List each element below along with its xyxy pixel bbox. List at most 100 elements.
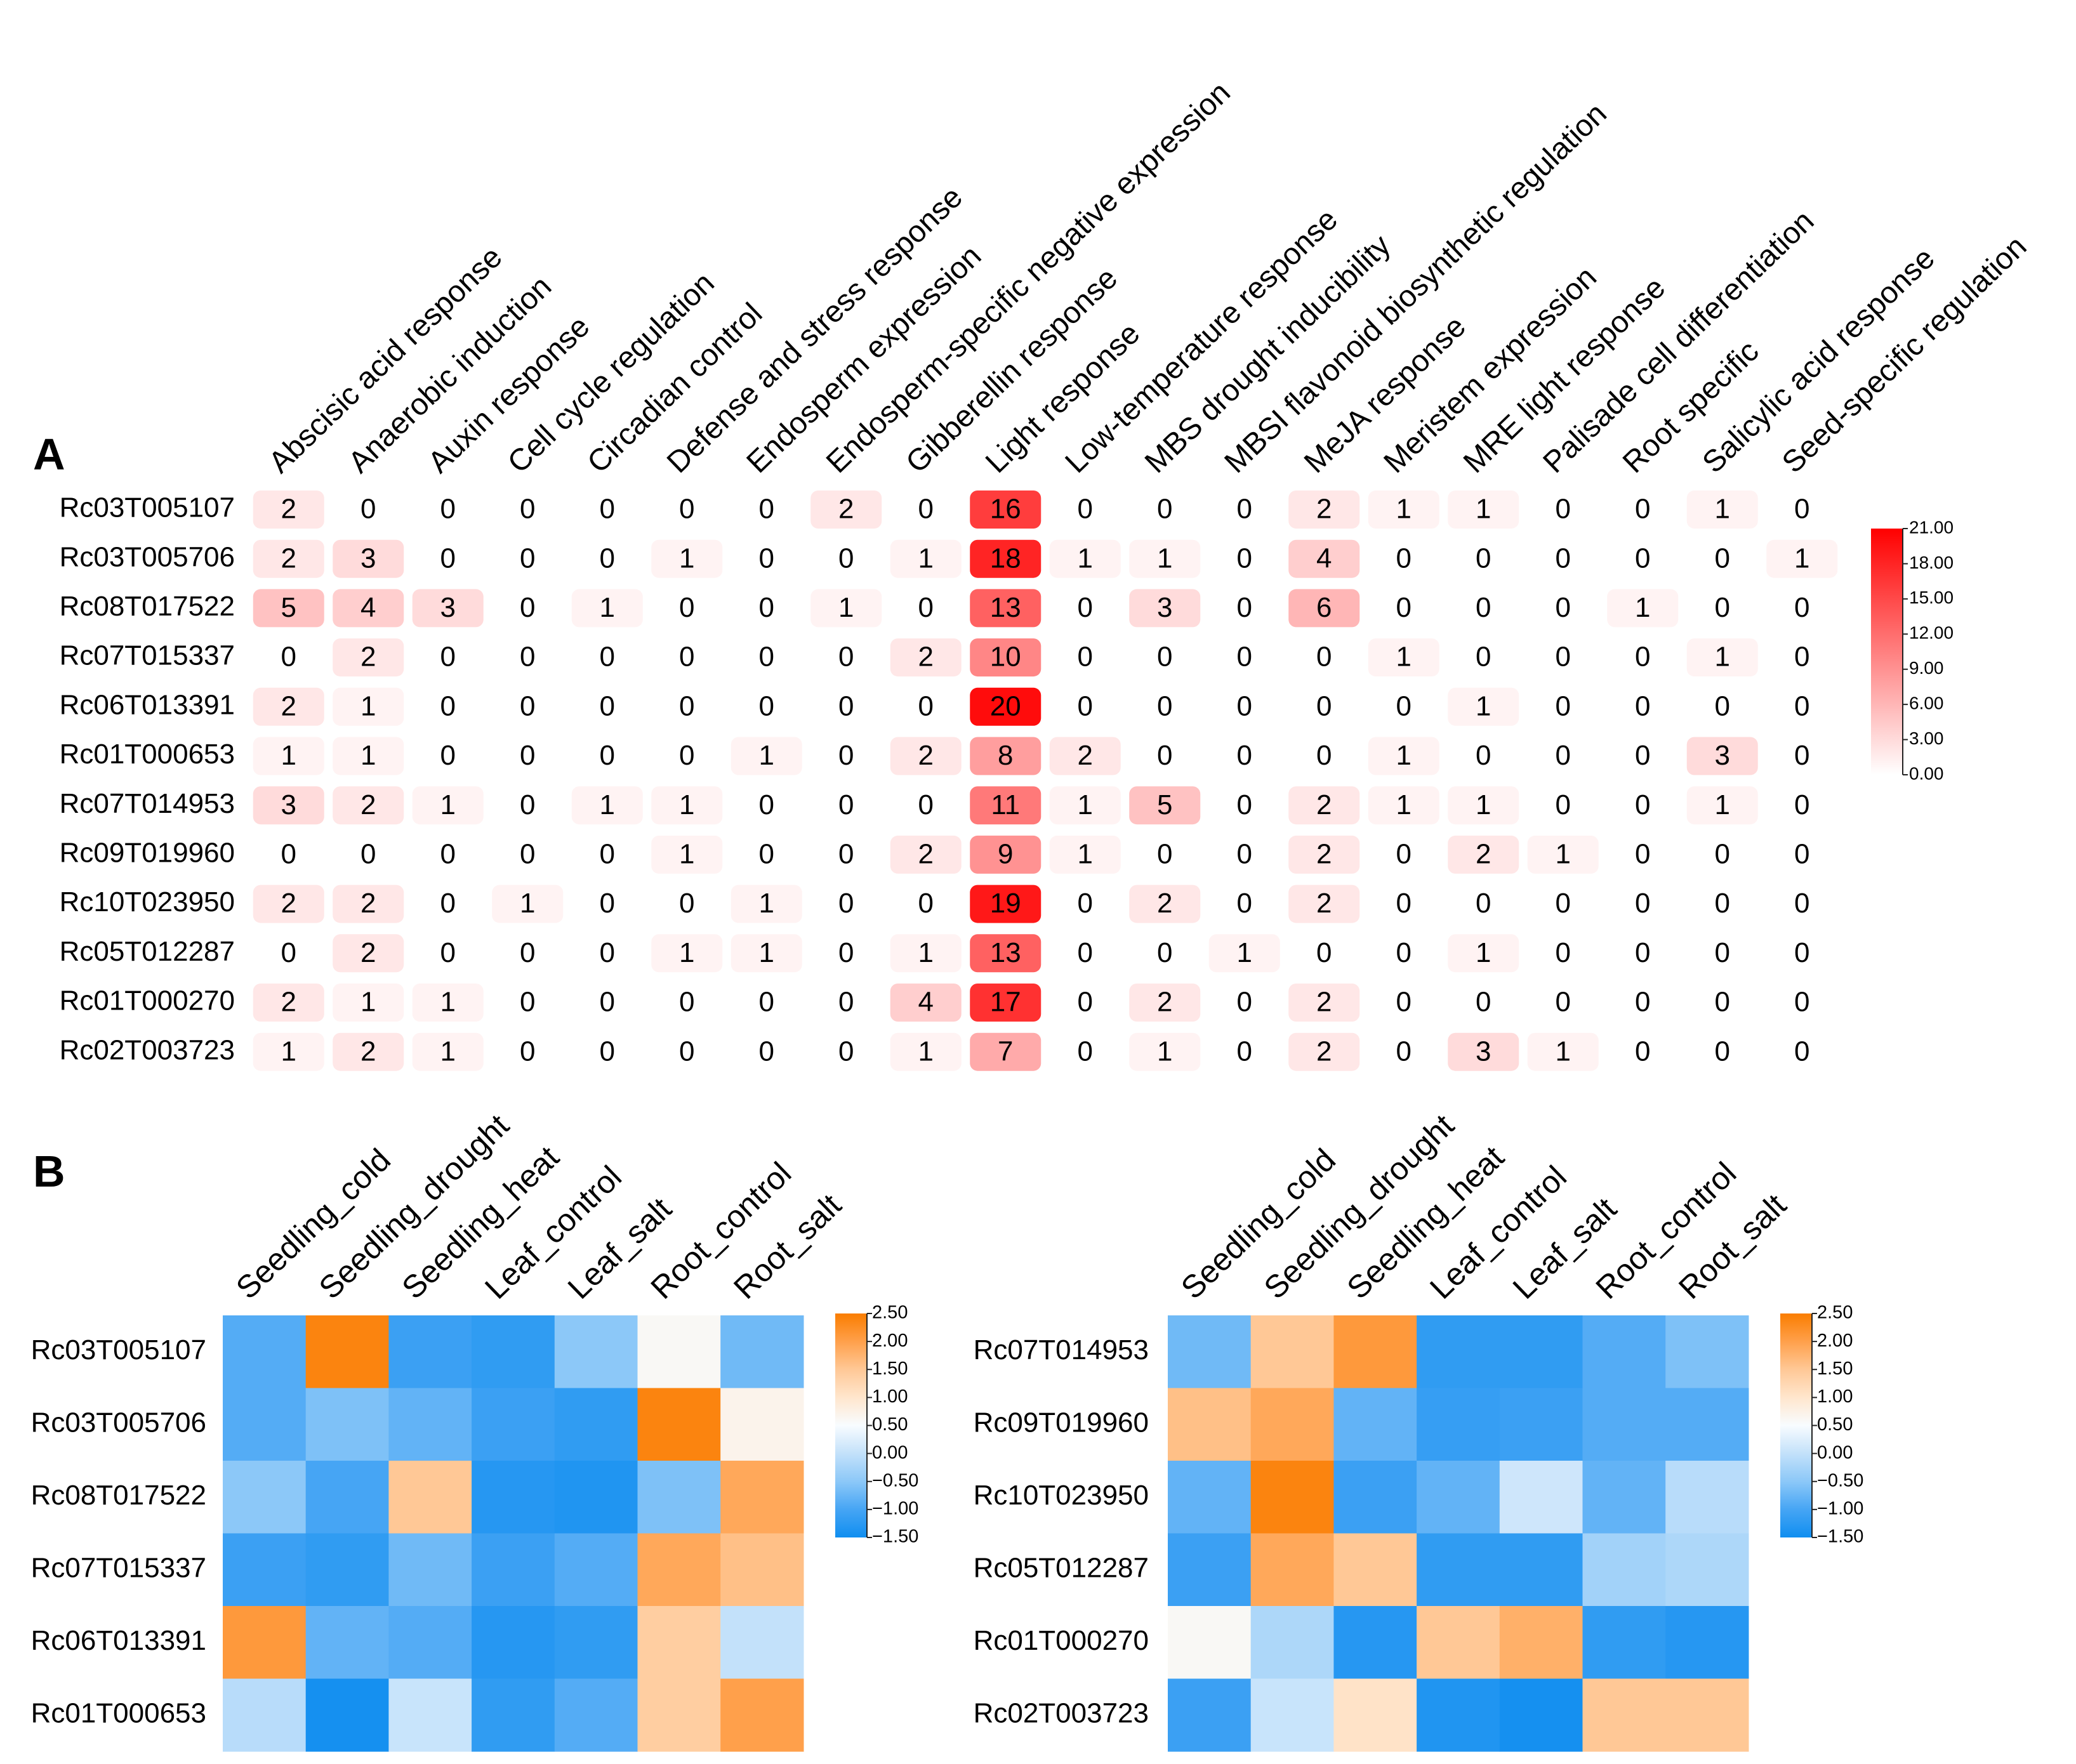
cell-value: 0 xyxy=(600,543,615,574)
cell-value: 0 xyxy=(1635,690,1650,721)
cell-value: 0 xyxy=(1157,839,1172,870)
heatmap-cell xyxy=(720,1606,804,1680)
colorbar-tick-label: 0.00 xyxy=(1817,1442,1853,1463)
cell-value: 0 xyxy=(1476,740,1491,771)
heatmap-cell xyxy=(1665,1678,1749,1752)
row-label: Rc02T003723 xyxy=(60,1034,235,1065)
row-label: Rc07T014953 xyxy=(60,788,235,819)
cell-value: 17 xyxy=(990,987,1021,1018)
cell-value: 0 xyxy=(759,494,774,525)
cell-value: 2 xyxy=(918,740,934,771)
heatmap-cell xyxy=(1417,1533,1500,1607)
cell-value: 1 xyxy=(360,987,376,1018)
heatmap-cell xyxy=(472,1461,555,1534)
heatmap-cell xyxy=(1582,1461,1666,1534)
cell-value: 0 xyxy=(1157,937,1172,968)
heatmap-cell xyxy=(1582,1315,1666,1389)
heatmap-cell xyxy=(472,1315,555,1389)
colorbar-tick-label: 1.50 xyxy=(872,1359,908,1379)
cell-value: 0 xyxy=(1715,937,1730,968)
cell-value: 0 xyxy=(520,839,535,870)
heatmap-cell xyxy=(1499,1315,1583,1389)
heatmap-cell xyxy=(1250,1606,1334,1680)
cell-value: 0 xyxy=(600,937,615,968)
heatmap-cell xyxy=(970,539,1041,578)
cell-value: 0 xyxy=(1556,543,1571,574)
heatmap-cell xyxy=(720,1388,804,1461)
heatmap-cell xyxy=(333,737,404,775)
cell-value: 0 xyxy=(759,789,774,820)
cell-value: 0 xyxy=(1237,789,1252,820)
cell-value: 2 xyxy=(360,1036,376,1067)
cell-value: 0 xyxy=(838,1036,854,1067)
heatmap-cell xyxy=(305,1388,389,1461)
row-label: Rc03T005107 xyxy=(31,1334,206,1366)
heatmap-cell xyxy=(1448,490,1519,529)
cell-value: 2 xyxy=(360,789,376,820)
row-label: Rc10T023950 xyxy=(974,1480,1149,1511)
cell-value: 1 xyxy=(1078,839,1093,870)
colorbar-tick-label: 3.00 xyxy=(1909,728,1944,748)
cell-value: 1 xyxy=(838,592,854,623)
cell-value: 0 xyxy=(1635,543,1650,574)
cell-value: 0 xyxy=(1237,888,1252,919)
heatmap-cell xyxy=(1582,1533,1666,1607)
heatmap-cell xyxy=(1049,539,1121,578)
cell-value: 0 xyxy=(1237,690,1252,721)
heatmap-cell xyxy=(720,1533,804,1607)
colorbar-tick-label: 1.00 xyxy=(872,1386,908,1407)
cell-value: 0 xyxy=(1794,789,1809,820)
cell-value: 0 xyxy=(1078,690,1093,721)
cell-value: 0 xyxy=(360,494,376,525)
cell-value: 0 xyxy=(1237,592,1252,623)
cell-value: 2 xyxy=(1316,987,1332,1018)
cell-value: 11 xyxy=(991,789,1020,820)
cell-value: 1 xyxy=(1635,592,1650,623)
cell-value: 0 xyxy=(1635,1036,1650,1067)
heatmap-cell xyxy=(554,1678,638,1752)
cell-value: 0 xyxy=(1157,690,1172,721)
heatmap-cell xyxy=(388,1678,472,1752)
cell-value: 1 xyxy=(759,888,774,919)
cell-value: 20 xyxy=(990,690,1021,721)
row-label: Rc07T015337 xyxy=(31,1552,206,1583)
colorbar-tick-label: 0.00 xyxy=(872,1442,908,1463)
cell-value: 0 xyxy=(1078,987,1093,1018)
heatmap-cell xyxy=(223,1315,307,1389)
colorbar-tick-label: 12.00 xyxy=(1909,623,1954,643)
cell-value: 0 xyxy=(360,839,376,870)
colorbar-tick-label: −0.50 xyxy=(1817,1470,1863,1491)
heatmap-cell xyxy=(1288,885,1360,923)
cell-value: 1 xyxy=(1078,789,1093,820)
cell-value: 16 xyxy=(990,494,1021,525)
cell-value: 0 xyxy=(1715,592,1730,623)
colorbar-tick-label: −1.00 xyxy=(1817,1499,1863,1519)
cell-value: 1 xyxy=(1396,642,1412,673)
colorbar-tick-label: 0.00 xyxy=(1909,763,1944,783)
cell-value: 0 xyxy=(838,839,854,870)
cell-value: 0 xyxy=(838,690,854,721)
cell-value: 0 xyxy=(679,690,694,721)
row-label: Rc01T000270 xyxy=(974,1625,1149,1656)
row-label: Rc09T019960 xyxy=(974,1407,1149,1438)
cell-value: 2 xyxy=(360,642,376,673)
heatmap-cell xyxy=(1448,835,1519,874)
heatmap-cell xyxy=(720,1461,804,1534)
cell-value: 0 xyxy=(1635,494,1650,525)
heatmap-cell xyxy=(1168,1315,1252,1389)
heatmap-cell xyxy=(1288,490,1360,529)
cell-value: 0 xyxy=(1476,888,1491,919)
cell-value: 0 xyxy=(1794,987,1809,1018)
cell-value: 0 xyxy=(1316,740,1332,771)
heatmap-cell xyxy=(1049,786,1121,825)
cell-value: 0 xyxy=(838,789,854,820)
heatmap-cell xyxy=(223,1533,307,1607)
heatmap-cell xyxy=(970,638,1041,677)
heatmap-cell xyxy=(1665,1606,1749,1680)
heatmap-cell xyxy=(333,589,404,628)
cell-value: 0 xyxy=(1396,592,1412,623)
heatmap-cell xyxy=(970,1032,1041,1071)
cell-value: 1 xyxy=(1157,1036,1172,1067)
cell-value: 2 xyxy=(1476,839,1491,870)
heatmap-cell xyxy=(472,1533,555,1607)
